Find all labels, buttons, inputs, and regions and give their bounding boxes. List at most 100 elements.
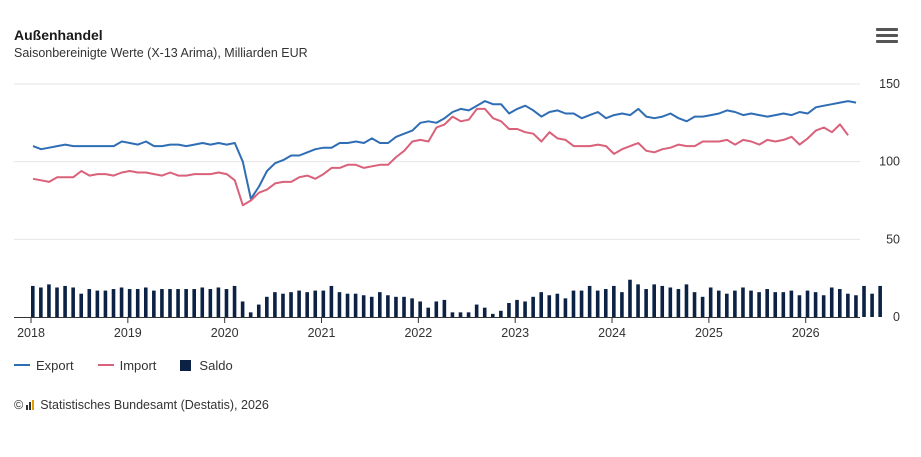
saldo-bar	[176, 289, 180, 317]
saldo-bar	[111, 289, 116, 317]
saldo-bar	[490, 313, 495, 317]
saldo-bar	[805, 290, 810, 317]
saldo-bar	[829, 287, 834, 317]
saldo-bar	[95, 290, 100, 317]
menu-bar	[876, 40, 898, 43]
saldo-bar	[797, 295, 802, 317]
x-tick-label: 2026	[792, 326, 820, 340]
saldo-bar	[603, 289, 608, 317]
saldo-bar	[184, 289, 188, 317]
legend-label-export: Export	[36, 357, 74, 373]
saldo-bar	[329, 285, 334, 317]
x-tick-label: 2024	[598, 326, 626, 340]
saldo-bar	[660, 285, 665, 317]
saldo-bar	[716, 290, 721, 317]
legend-item-export[interactable]: Export	[14, 358, 74, 373]
saldo-bar	[394, 296, 398, 317]
saldo-bar	[692, 292, 697, 317]
saldo-bar	[555, 293, 560, 317]
saldo-bar	[676, 289, 681, 317]
saldo-bar	[127, 289, 132, 317]
x-tick-label: 2021	[308, 326, 336, 340]
series-line-export	[32, 100, 857, 200]
saldo-bar	[620, 292, 624, 317]
destatis-logo-icon	[26, 400, 35, 410]
series-line-import	[32, 107, 849, 207]
saldo-bar	[192, 289, 196, 317]
x-tick-label: 2023	[501, 326, 529, 340]
saldo-bar	[628, 279, 632, 317]
saldo-bar	[410, 298, 414, 317]
copyright-symbol: ©	[14, 398, 24, 412]
saldo-bar	[361, 295, 366, 317]
saldo-bar	[668, 287, 673, 317]
saldo-bar	[168, 289, 172, 317]
saldo-bar	[103, 290, 108, 317]
saldo-bar	[813, 292, 818, 317]
x-tick-label: 2019	[114, 326, 142, 340]
saldo-bar	[846, 293, 850, 317]
saldo-bar	[781, 292, 786, 317]
saldo-bar	[523, 301, 527, 317]
saldo-bar	[240, 301, 245, 317]
saldo-bar	[878, 285, 882, 317]
saldo-bar	[612, 285, 616, 317]
saldo-bar	[135, 289, 140, 317]
saldo-bar	[289, 292, 293, 317]
saldo-bar	[248, 312, 253, 317]
saldo-bar	[232, 285, 237, 317]
saldo-bar	[313, 290, 318, 317]
saldo-bar	[644, 289, 648, 317]
saldo-bar	[515, 299, 519, 317]
x-tick-label: 2020	[211, 326, 239, 340]
saldo-bar	[450, 312, 455, 317]
saldo-bar	[402, 296, 406, 317]
chart-subtitle: Saisonbereinigte Werte (X-13 Arima), Mil…	[14, 46, 308, 60]
saldo-bar	[862, 285, 866, 317]
saldo-bar	[733, 290, 737, 317]
saldo-bar	[353, 293, 358, 317]
legend-symbol-saldo	[180, 359, 192, 371]
saldo-bar	[273, 292, 277, 317]
saldo-bar	[579, 290, 584, 317]
saldo-bar	[281, 293, 285, 317]
saldo-bar	[71, 287, 75, 317]
menu-bar	[876, 34, 898, 37]
saldo-bar	[854, 295, 858, 317]
saldo-bar	[265, 296, 269, 317]
menu-bar	[876, 28, 898, 31]
saldo-bar	[369, 296, 374, 317]
saldo-bar	[39, 287, 43, 317]
x-tick-label: 2018	[17, 326, 45, 340]
saldo-bar	[200, 287, 205, 317]
y-tick-label: 0	[893, 310, 900, 324]
saldo-bar	[466, 312, 471, 317]
saldo-bar	[119, 287, 124, 317]
saldo-bar	[31, 285, 35, 317]
saldo-bar	[216, 287, 221, 317]
saldo-bar	[636, 284, 640, 317]
saldo-bar	[297, 290, 301, 317]
saldo-bar	[838, 289, 842, 317]
saldo-bar	[337, 292, 342, 317]
saldo-bar	[563, 298, 568, 317]
saldo-bar	[587, 285, 592, 317]
saldo-bar	[418, 301, 422, 317]
saldo-bar	[458, 312, 463, 317]
saldo-bar	[725, 293, 729, 317]
legend-item-saldo[interactable]: Saldo	[180, 358, 233, 373]
saldo-bar	[442, 299, 447, 317]
saldo-bar	[224, 289, 229, 317]
legend-item-import[interactable]: Import	[97, 358, 156, 373]
saldo-bar	[741, 287, 745, 317]
saldo-bar	[378, 292, 382, 317]
legend-symbol-export	[14, 364, 30, 366]
saldo-bar	[143, 287, 148, 317]
saldo-bar	[539, 292, 544, 317]
saldo-bar	[765, 289, 769, 317]
saldo-bar	[386, 295, 390, 317]
saldo-bar	[87, 289, 92, 317]
hamburger-menu-icon[interactable]	[876, 28, 898, 46]
